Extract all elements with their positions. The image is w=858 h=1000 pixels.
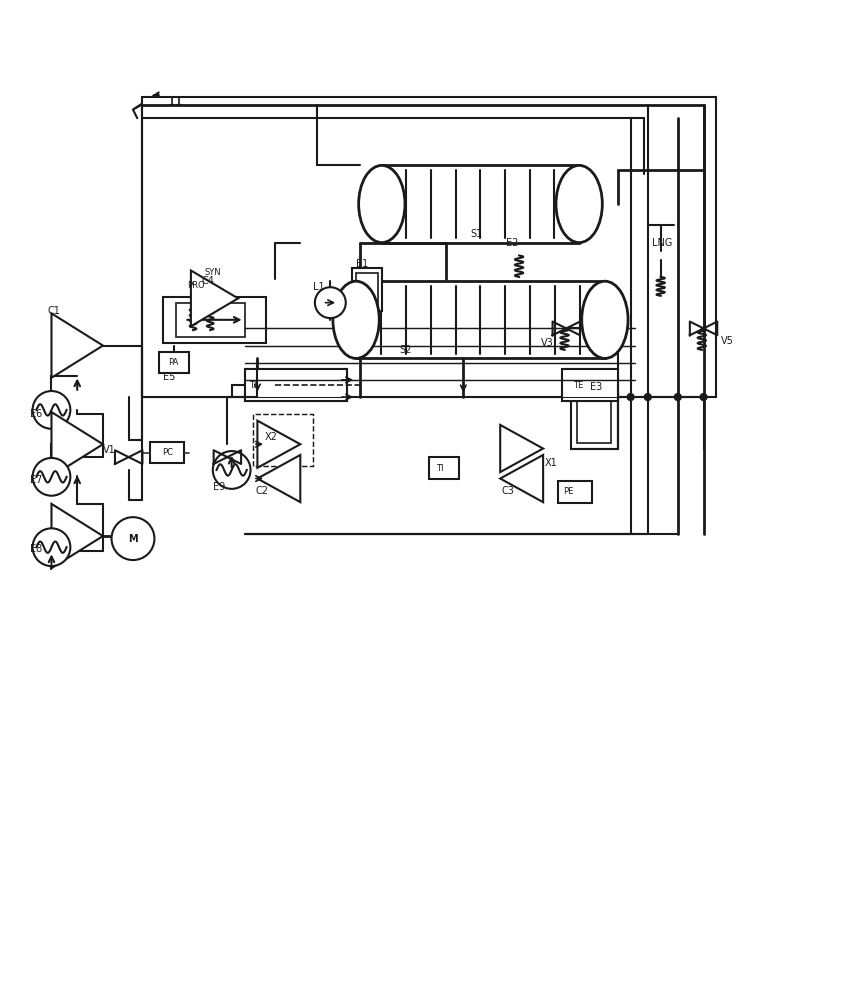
Bar: [566, 369, 613, 401]
Text: V4: V4: [219, 465, 232, 475]
Text: C3: C3: [502, 486, 515, 496]
Bar: [163, 297, 266, 343]
Polygon shape: [51, 313, 103, 378]
Ellipse shape: [359, 165, 405, 243]
Circle shape: [627, 394, 634, 400]
Text: V5: V5: [721, 336, 734, 346]
Text: LNG: LNG: [652, 238, 673, 248]
Polygon shape: [51, 412, 103, 476]
Polygon shape: [500, 455, 543, 502]
Text: E6: E6: [30, 409, 42, 419]
Bar: [150, 442, 184, 463]
Circle shape: [315, 287, 346, 318]
Bar: [562, 369, 618, 401]
Text: M: M: [128, 534, 138, 544]
Text: TE: TE: [573, 381, 583, 390]
Bar: [558, 481, 592, 503]
Circle shape: [674, 394, 681, 400]
Text: C4: C4: [202, 276, 214, 286]
Bar: [245, 369, 347, 401]
Bar: [176, 303, 245, 337]
Text: V1: V1: [103, 445, 116, 455]
Bar: [356, 273, 378, 307]
Circle shape: [33, 528, 70, 566]
Circle shape: [112, 517, 154, 560]
Polygon shape: [257, 421, 300, 468]
Ellipse shape: [333, 281, 379, 358]
Polygon shape: [257, 455, 300, 502]
Bar: [356, 281, 605, 358]
Bar: [159, 352, 189, 373]
Text: X1: X1: [545, 458, 558, 468]
Text: E8: E8: [30, 544, 42, 554]
Text: S1: S1: [470, 229, 482, 239]
Text: V3: V3: [541, 338, 553, 348]
Text: 11: 11: [167, 95, 183, 108]
Circle shape: [213, 451, 251, 489]
Text: C1: C1: [47, 306, 60, 316]
Circle shape: [33, 458, 70, 496]
Ellipse shape: [556, 165, 602, 243]
Text: C2: C2: [256, 486, 269, 496]
Polygon shape: [190, 270, 239, 326]
Text: S2: S2: [399, 345, 411, 355]
Bar: [245, 369, 347, 401]
Circle shape: [700, 394, 707, 400]
FancyArrowPatch shape: [136, 95, 159, 108]
Polygon shape: [51, 504, 103, 568]
Text: SYN: SYN: [204, 268, 221, 277]
Text: E3: E3: [590, 382, 602, 392]
Text: L1: L1: [313, 282, 325, 292]
Text: PRO: PRO: [187, 281, 205, 290]
Text: E9: E9: [213, 482, 225, 492]
Bar: [571, 393, 618, 449]
Bar: [577, 400, 611, 443]
Text: PE: PE: [563, 487, 573, 496]
Text: PC: PC: [162, 448, 172, 457]
Bar: [429, 457, 459, 479]
Text: PA: PA: [168, 358, 179, 367]
Circle shape: [33, 391, 70, 429]
Ellipse shape: [582, 281, 628, 358]
Polygon shape: [500, 425, 543, 472]
Bar: [352, 268, 382, 311]
Text: E1: E1: [356, 259, 368, 269]
Circle shape: [644, 394, 651, 400]
Bar: [382, 165, 579, 243]
Text: 11: 11: [167, 95, 183, 108]
Bar: [142, 97, 716, 397]
Text: TA: TA: [249, 381, 259, 390]
Text: X2: X2: [264, 432, 277, 442]
Text: E2: E2: [506, 238, 518, 248]
Text: E5: E5: [163, 372, 175, 382]
Text: E7: E7: [30, 475, 42, 485]
Text: TI: TI: [436, 464, 444, 473]
